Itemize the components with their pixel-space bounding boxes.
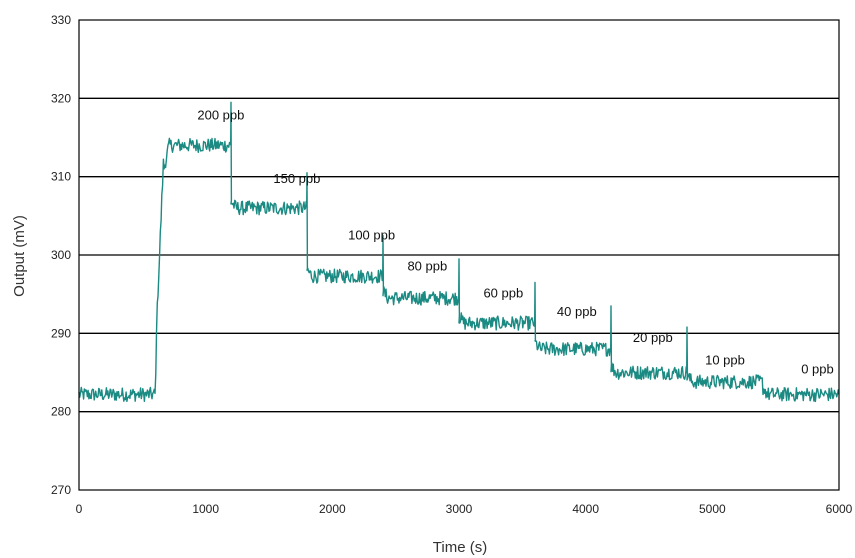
y-tick-label: 300 — [51, 248, 71, 262]
y-tick-label: 290 — [51, 326, 71, 340]
x-tick-label: 1000 — [192, 502, 219, 516]
grid-lines — [79, 97, 839, 413]
series-line-group — [78, 101, 840, 403]
concentration-label: 100 ppb — [348, 227, 395, 242]
plot-frame — [78, 19, 840, 491]
x-tick-label: 2000 — [319, 502, 346, 516]
y-tick-label: 330 — [51, 13, 71, 27]
x-tick-label: 0 — [76, 502, 83, 516]
x-tick-label: 5000 — [699, 502, 726, 516]
x-tick-label: 3000 — [446, 502, 473, 516]
concentration-label: 40 ppb — [557, 304, 597, 319]
concentration-label: 200 ppb — [197, 107, 244, 122]
y-tick-label: 280 — [51, 405, 71, 419]
y-tick-label: 270 — [51, 483, 71, 497]
x-axis-title: Time (s) — [433, 539, 487, 556]
x-tick-label: 6000 — [826, 502, 853, 516]
concentration-label: 0 ppb — [801, 361, 834, 376]
concentration-label: 10 ppb — [705, 353, 745, 368]
concentration-label: 150 ppb — [273, 171, 320, 186]
x-tick-label: 4000 — [572, 502, 599, 516]
concentration-label: 20 ppb — [633, 330, 673, 345]
concentration-label: 60 ppb — [483, 285, 523, 300]
tick-labels: 270 280 290 300 310 320 330 0 1000 2000 3000 4000 50… — [51, 13, 853, 516]
annotations: 200 ppb 150 ppb 100 ppb 80 ppb 60 ppb 40 ppb 2… — [197, 107, 833, 376]
y-axis-title: Output (mV) — [11, 215, 28, 297]
y-tick-label: 320 — [51, 91, 71, 105]
y-tick-label: 310 — [51, 170, 71, 184]
concentration-label: 80 ppb — [407, 259, 447, 274]
series-line — [78, 101, 840, 403]
